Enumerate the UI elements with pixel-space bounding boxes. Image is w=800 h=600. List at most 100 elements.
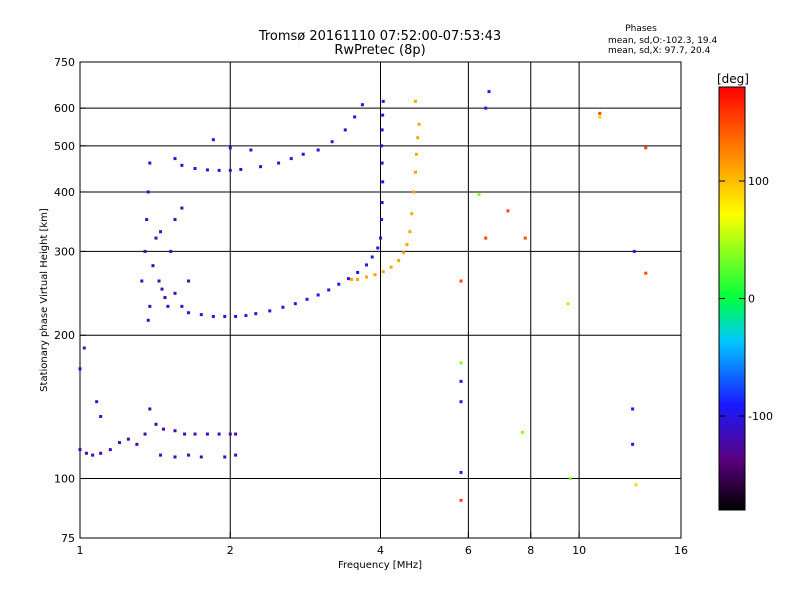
data-points	[78, 90, 648, 502]
data-point	[154, 236, 158, 240]
data-point	[228, 146, 232, 150]
data-point	[337, 282, 341, 286]
data-point	[381, 113, 385, 117]
data-point	[417, 122, 421, 126]
colorbar-label: [deg]	[717, 72, 749, 86]
data-point	[143, 432, 147, 436]
data-point	[82, 346, 86, 350]
data-point	[644, 271, 648, 275]
data-point	[365, 263, 369, 267]
x-tick-label: 16	[674, 544, 688, 557]
data-point	[379, 236, 382, 240]
data-point	[343, 128, 347, 132]
chart-title: Tromsø 20161110 07:52:00-07:53:43	[258, 29, 501, 44]
data-point	[148, 161, 152, 165]
y-tick-label: 500	[54, 140, 75, 153]
data-point	[239, 167, 243, 171]
data-point	[373, 273, 377, 277]
data-point	[316, 293, 320, 297]
y-tick-label: 200	[54, 329, 75, 342]
data-point	[566, 302, 570, 306]
data-point	[389, 265, 393, 269]
data-point	[477, 193, 481, 197]
data-point	[205, 432, 209, 436]
data-point	[159, 453, 163, 457]
data-point	[644, 146, 648, 150]
data-point	[173, 218, 177, 222]
data-point	[380, 161, 384, 165]
data-point	[199, 455, 203, 459]
data-point	[163, 296, 167, 300]
data-point	[413, 170, 417, 174]
data-point	[180, 206, 184, 210]
data-point	[487, 90, 491, 94]
data-point	[145, 218, 149, 222]
data-point	[631, 407, 635, 411]
colorbar-tick-label: -100	[748, 410, 773, 423]
data-point	[459, 279, 463, 283]
data-point	[180, 304, 184, 308]
data-point	[370, 255, 374, 259]
data-point	[234, 432, 238, 436]
data-point	[140, 279, 144, 283]
data-point	[356, 270, 360, 274]
data-point	[410, 212, 414, 216]
data-point	[228, 168, 232, 172]
data-point	[506, 209, 510, 213]
data-point	[193, 167, 197, 171]
data-point	[108, 448, 112, 452]
data-point	[346, 277, 350, 281]
colorbar-ticks: 100 0 -100	[719, 175, 773, 423]
data-point	[330, 140, 334, 144]
stats-x-line: mean, sd,X: 97.7, 20.4	[608, 46, 711, 56]
data-point	[151, 264, 155, 268]
data-point	[402, 251, 406, 255]
data-point	[217, 168, 221, 172]
y-tick-label: 600	[54, 102, 75, 115]
data-point	[95, 400, 99, 404]
data-point	[148, 304, 152, 308]
data-point	[365, 275, 369, 279]
data-point	[305, 297, 309, 301]
data-point	[376, 246, 380, 250]
data-point	[78, 367, 82, 371]
grid-lines	[80, 62, 681, 538]
x-tick-label: 6	[465, 544, 472, 557]
data-point	[277, 161, 281, 165]
data-point	[459, 379, 463, 383]
y-tick-label: 100	[54, 473, 75, 486]
data-point	[99, 451, 103, 455]
data-point	[99, 414, 103, 418]
data-point	[169, 249, 173, 253]
data-point	[598, 111, 602, 115]
data-point	[205, 168, 209, 172]
data-point	[381, 99, 385, 103]
data-point	[166, 304, 170, 308]
data-point	[459, 470, 463, 474]
data-point	[91, 453, 95, 457]
y-axis-label: Stationary phase Virtual Height [km]	[39, 208, 50, 392]
data-point	[84, 451, 88, 455]
data-point	[78, 448, 82, 452]
y-tick-label: 75	[61, 532, 75, 545]
data-point	[187, 311, 191, 315]
data-point	[380, 144, 384, 148]
data-point	[135, 442, 139, 446]
data-point	[223, 455, 227, 459]
data-point	[187, 453, 191, 457]
data-point	[293, 302, 297, 306]
data-point	[289, 157, 293, 161]
data-point	[234, 453, 238, 457]
data-point	[244, 314, 248, 318]
data-point	[412, 190, 416, 194]
data-point	[416, 136, 420, 140]
data-point	[381, 180, 385, 184]
colorbar-tick-label: 0	[748, 293, 755, 306]
data-point	[281, 305, 285, 309]
y-tick-labels: 75 100 200 300 400 500 600 750	[54, 56, 75, 545]
data-point	[143, 249, 147, 253]
data-point	[159, 230, 163, 234]
x-tick-label: 2	[227, 544, 234, 557]
data-point	[484, 106, 488, 110]
